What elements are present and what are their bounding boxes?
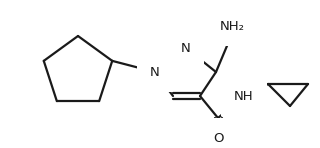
Text: NH₂: NH₂ — [220, 20, 244, 33]
Text: N: N — [181, 41, 191, 54]
Text: N: N — [150, 66, 160, 78]
Text: NH: NH — [234, 90, 254, 103]
Text: O: O — [213, 132, 223, 144]
